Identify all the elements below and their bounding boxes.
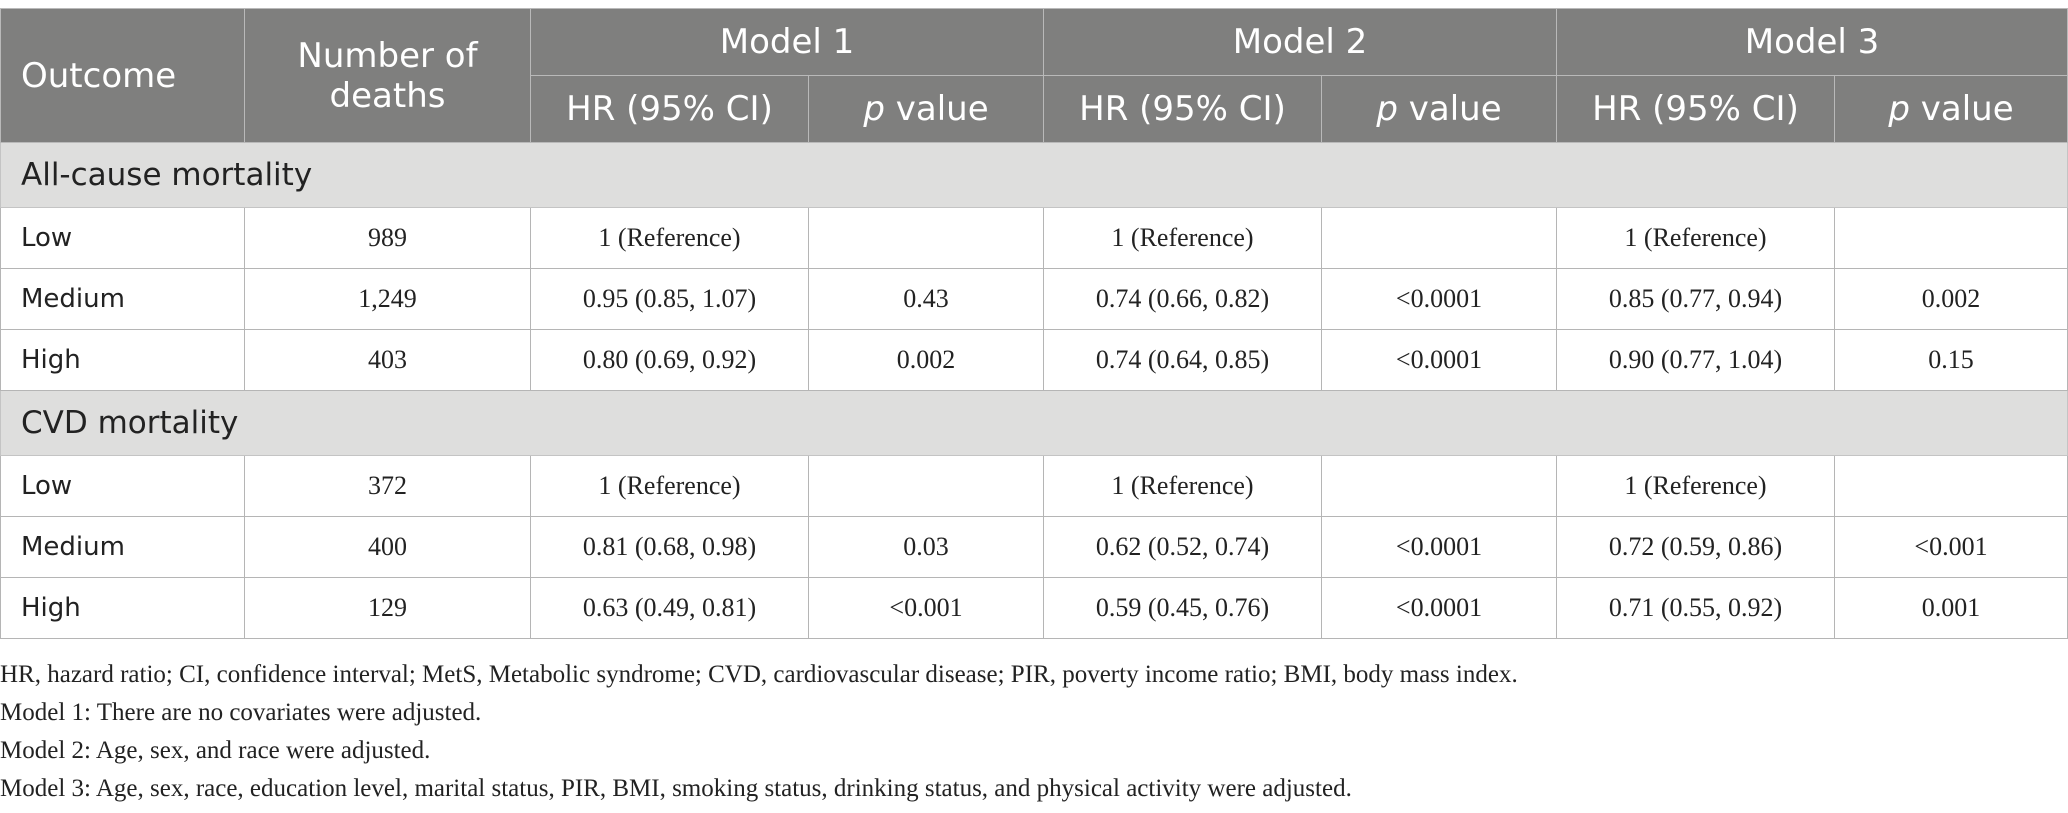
deaths-cell: 400 (244, 516, 531, 578)
m3-p-cell (1834, 455, 2068, 517)
header-p-value-model-2: p value (1321, 75, 1557, 143)
header-p-value-model-3: p value (1834, 75, 2068, 143)
section-row-cvd: CVD mortality (0, 390, 2068, 456)
header-hr-model-1: HR (95% CI) (530, 75, 809, 143)
m2-hr-cell: 0.74 (0.66, 0.82) (1043, 268, 1322, 330)
m2-p-cell: <0.0001 (1321, 268, 1557, 330)
m1-p-cell (808, 455, 1044, 517)
footnote-model-1: Model 1: There are no covariates were ad… (0, 699, 482, 726)
m3-p-cell: 0.002 (1834, 268, 2068, 330)
m2-hr-cell: 1 (Reference) (1043, 455, 1322, 517)
table-row: Low 372 1 (Reference) 1 (Reference) 1 (R… (0, 455, 2068, 517)
table-row: Medium 400 0.81 (0.68, 0.98) 0.03 0.62 (… (0, 516, 2068, 578)
m3-hr-cell: 0.90 (0.77, 1.04) (1556, 329, 1835, 391)
m2-hr-cell: 0.62 (0.52, 0.74) (1043, 516, 1322, 578)
row-label: Medium (0, 268, 245, 330)
m3-hr-cell: 1 (Reference) (1556, 455, 1835, 517)
m3-hr-cell: 0.72 (0.59, 0.86) (1556, 516, 1835, 578)
row-label: Low (0, 207, 245, 269)
header-model-1: Model 1 (530, 8, 1044, 76)
m3-hr-cell: 0.85 (0.77, 0.94) (1556, 268, 1835, 330)
m3-p-cell: <0.001 (1834, 516, 2068, 578)
m3-hr-cell: 1 (Reference) (1556, 207, 1835, 269)
m3-p-cell (1834, 207, 2068, 269)
m3-p-cell: 0.001 (1834, 577, 2068, 639)
footnote-abbreviations: HR, hazard ratio; CI, confidence interva… (0, 661, 1518, 688)
m2-hr-cell: 0.74 (0.64, 0.85) (1043, 329, 1322, 391)
m2-p-cell: <0.0001 (1321, 516, 1557, 578)
footnote-model-2: Model 2: Age, sex, and race were adjuste… (0, 737, 431, 764)
m1-hr-cell: 0.81 (0.68, 0.98) (530, 516, 809, 578)
results-table: Outcome Number of deaths Model 1 Model 2… (0, 8, 2068, 639)
m1-hr-cell: 0.80 (0.69, 0.92) (530, 329, 809, 391)
section-title: All-cause mortality (0, 142, 2068, 208)
m3-p-cell: 0.15 (1834, 329, 2068, 391)
footnote-model-3: Model 3: Age, sex, race, education level… (0, 775, 1352, 802)
m1-p-cell: 0.43 (808, 268, 1044, 330)
deaths-cell: 372 (244, 455, 531, 517)
table-row: Low 989 1 (Reference) 1 (Reference) 1 (R… (0, 207, 2068, 269)
header-model-3: Model 3 (1556, 8, 2068, 76)
m2-p-cell (1321, 207, 1557, 269)
m2-hr-cell: 1 (Reference) (1043, 207, 1322, 269)
m3-hr-cell: 0.71 (0.55, 0.92) (1556, 577, 1835, 639)
m1-hr-cell: 0.63 (0.49, 0.81) (530, 577, 809, 639)
header-model-2: Model 2 (1043, 8, 1557, 76)
table-row: High 129 0.63 (0.49, 0.81) <0.001 0.59 (… (0, 577, 2068, 639)
header-hr-model-2: HR (95% CI) (1043, 75, 1322, 143)
deaths-cell: 989 (244, 207, 531, 269)
m1-p-cell: 0.002 (808, 329, 1044, 391)
section-title: CVD mortality (0, 390, 2068, 456)
deaths-cell: 129 (244, 577, 531, 639)
row-label: Low (0, 455, 245, 517)
m2-p-cell (1321, 455, 1557, 517)
deaths-cell: 1,249 (244, 268, 531, 330)
m2-p-cell: <0.0001 (1321, 329, 1557, 391)
m1-p-cell: <0.001 (808, 577, 1044, 639)
row-label: High (0, 577, 245, 639)
m1-hr-cell: 1 (Reference) (530, 207, 809, 269)
deaths-cell: 403 (244, 329, 531, 391)
m1-hr-cell: 1 (Reference) (530, 455, 809, 517)
header-p-value-model-1: p value (808, 75, 1044, 143)
table-header: Outcome Number of deaths Model 1 Model 2… (0, 8, 2068, 143)
table-row: High 403 0.80 (0.69, 0.92) 0.002 0.74 (0… (0, 329, 2068, 391)
table-row: Medium 1,249 0.95 (0.85, 1.07) 0.43 0.74… (0, 268, 2068, 330)
m2-hr-cell: 0.59 (0.45, 0.76) (1043, 577, 1322, 639)
section-row-all-cause: All-cause mortality (0, 142, 2068, 208)
m2-p-cell: <0.0001 (1321, 577, 1557, 639)
table-body: All-cause mortality Low 989 1 (Reference… (0, 142, 2068, 639)
header-number-of-deaths: Number of deaths (244, 8, 531, 143)
row-label: Medium (0, 516, 245, 578)
row-label: High (0, 329, 245, 391)
table-footnotes: HR, hazard ratio; CI, confidence interva… (0, 656, 2060, 808)
m1-p-cell: 0.03 (808, 516, 1044, 578)
m1-hr-cell: 0.95 (0.85, 1.07) (530, 268, 809, 330)
m1-p-cell (808, 207, 1044, 269)
header-outcome: Outcome (0, 8, 245, 143)
header-hr-model-3: HR (95% CI) (1556, 75, 1835, 143)
